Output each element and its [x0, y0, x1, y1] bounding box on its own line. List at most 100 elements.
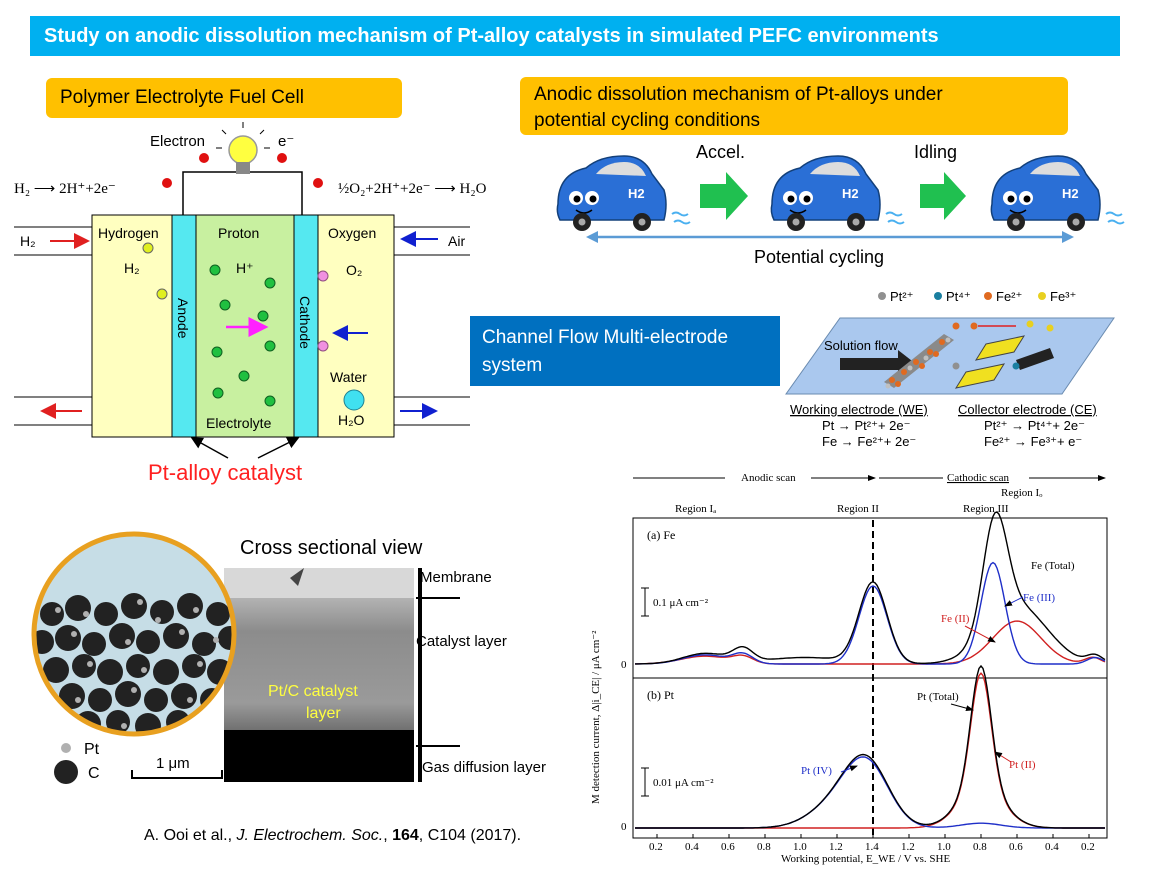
- idling-arrow-icon: [920, 172, 966, 220]
- fe-total-curve: [635, 511, 1106, 665]
- x-tick-label: 1.2: [901, 841, 915, 853]
- electron-dots: [162, 153, 323, 188]
- accel-arrow-icon: [700, 172, 748, 220]
- electrolyte-label: Electrolyte: [206, 415, 272, 431]
- car-1-icon: H2: [556, 155, 691, 232]
- flow-channel-plane: [785, 317, 1115, 395]
- x-tick-label: 0.8: [973, 841, 987, 853]
- water-label: Water: [330, 369, 367, 385]
- anodic-scan-label: Anodic scan: [741, 472, 796, 484]
- we-title: Working electrode (WE): [790, 402, 928, 417]
- fe-iii-label: Fe (III): [1023, 592, 1055, 604]
- ce-title: Collector electrode (CE): [958, 402, 1097, 417]
- car-3-icon: H2: [990, 155, 1125, 232]
- ce-reaction-1: Pt²⁺ → Pt⁴⁺+ 2e⁻: [984, 418, 1085, 433]
- collector-electrode-upper: [974, 335, 1026, 361]
- accel-label: Accel.: [696, 142, 745, 162]
- pt-ii-label: Pt (II): [1009, 759, 1036, 771]
- fuel-cell-diagram: Electron e⁻ H₂ ⟶ 2H⁺+2e⁻ ½O₂+2H⁺+2e⁻ ⟶ H…: [14, 122, 487, 485]
- potential-cycling-arrow: [586, 231, 1074, 243]
- legend-pt-label: Pt: [84, 741, 100, 758]
- cfmd-schematic: Pt²⁺ Pt⁴⁺ Fe²⁺ Fe³⁺ Solution flow Workin…: [785, 289, 1115, 449]
- gas-diffusion-layer-label: Gas diffusion layer: [422, 759, 546, 776]
- zoom-circle-border: [31, 531, 237, 737]
- outflow-arrow: [1016, 348, 1054, 370]
- cross-section-figure: Cross sectional view Pt/C catalyst layer…: [31, 531, 546, 784]
- page-title: Study on anodic dissolution mechanism of…: [30, 16, 1120, 56]
- citation-prefix: A. Ooi et al.,: [144, 827, 237, 844]
- pt-ii-curve: [635, 672, 1105, 829]
- panel-b-scale-label: 0.01 μA cm⁻²: [653, 777, 714, 789]
- car-2-badge: H2: [842, 186, 859, 201]
- pt-iv-label: Pt (IV): [801, 765, 832, 777]
- membrane-label: Membrane: [420, 569, 492, 586]
- ptc-layer-line2: layer: [306, 705, 341, 722]
- legend-c-marker: [54, 760, 78, 784]
- x-tick-label: 0.4: [685, 841, 699, 853]
- h2o-label: H₂O: [338, 412, 365, 428]
- proton-label: Proton: [218, 225, 259, 241]
- panel-b-label: (b) Pt: [647, 688, 675, 702]
- scale-bar-label: 1 μm: [156, 755, 190, 772]
- legend-fe3-label: Fe³⁺: [1050, 289, 1076, 304]
- car-2-icon: H2: [770, 155, 905, 232]
- panel-b-zero-label: 0: [621, 821, 627, 833]
- collector-electrode-lower: [954, 363, 1006, 389]
- electron-label: Electron: [150, 133, 205, 150]
- region-ii-label: Region II: [837, 503, 879, 515]
- circuit-wire: [182, 171, 303, 215]
- panel-a-scale-label: 0.1 μA cm⁻²: [653, 597, 709, 609]
- pt-alloy-catalyst-label: Pt-alloy catalyst: [148, 460, 302, 485]
- h2-inlet-label: H₂: [20, 233, 36, 249]
- legend-pt4-label: Pt⁴⁺: [946, 289, 971, 304]
- legend-fe2-label: Fe²⁺: [996, 289, 1022, 304]
- legend-pt2-label: Pt²⁺: [890, 289, 913, 304]
- legend-c-label: C: [88, 765, 100, 782]
- h2-label: H₂: [124, 260, 140, 276]
- pt-total-label: Pt (Total): [917, 691, 959, 703]
- light-bulb-icon: [216, 122, 270, 174]
- y-axis-label: M detection current, Δ|i_CE| / μA cm⁻²: [590, 630, 602, 804]
- x-tick-label: 1.4: [865, 841, 879, 853]
- x-tick-label: 0.6: [721, 841, 735, 853]
- fe-ii-curve: [635, 620, 1106, 665]
- oxygen-molecules: [317, 270, 329, 352]
- citation-volume: 164: [392, 827, 419, 844]
- cross-section-title: Cross sectional view: [240, 537, 423, 559]
- x-tick-labels: 0.2 0.4 0.6 0.8 1.0 1.2 1.4 1.2 1.0 0.8 0.6 0.4 0.2: [649, 834, 1095, 853]
- cathodic-scan-label: Cathodic scan: [947, 472, 1010, 484]
- hydrogen-molecules: [142, 242, 168, 300]
- idling-label: Idling: [914, 142, 957, 162]
- x-tick-label: 1.0: [793, 841, 807, 853]
- air-inlet-label: Air: [448, 233, 465, 249]
- region-ia-label: Region Iₐ: [675, 503, 716, 515]
- x-tick-label: 1.0: [937, 841, 951, 853]
- cathode-label: Cathode: [297, 296, 313, 349]
- ion-legend: Pt²⁺ Pt⁴⁺ Fe²⁺ Fe³⁺: [878, 289, 1076, 304]
- legend-pt-marker: [61, 743, 71, 753]
- x-tick-label: 1.2: [829, 841, 843, 853]
- proton-dots: [209, 264, 276, 407]
- cathode-layer: [293, 214, 319, 438]
- cfmd-section-label: Channel Flow Multi-electrode system: [470, 316, 780, 386]
- mechanism-label-line1: Anodic dissolution mechanism of Pt-alloy…: [534, 84, 943, 105]
- pt-total-curve: [635, 664, 1105, 829]
- car-1-badge: H2: [628, 186, 645, 201]
- region-iii-label: Region III: [963, 503, 1009, 515]
- fe-iii-curve: [635, 561, 1106, 665]
- we-reaction-2: Fe → Fe²⁺+ 2e⁻: [822, 434, 916, 449]
- o2-label: O₂: [346, 262, 362, 278]
- catalyst-zoom-circle: [34, 534, 234, 734]
- citation-rest: , C104 (2017).: [418, 827, 522, 844]
- pefc-section-label: Polymer Electrolyte Fuel Cell: [46, 78, 402, 118]
- anode-layer: [171, 214, 197, 438]
- catalyst-pointer-cathode: [257, 437, 300, 459]
- citation-sep: ,: [383, 827, 393, 844]
- x-tick-label: 0.2: [1081, 841, 1095, 853]
- x-tick-label: 0.6: [1009, 841, 1023, 853]
- hydrogen-label: Hydrogen: [98, 225, 159, 241]
- mechanism-label-line2: potential cycling conditions: [534, 110, 761, 131]
- cfmd-label-line1: Channel Flow Multi-electrode: [482, 327, 729, 348]
- x-tick-label: 0.8: [757, 841, 771, 853]
- h-plus-label: H⁺: [236, 260, 254, 276]
